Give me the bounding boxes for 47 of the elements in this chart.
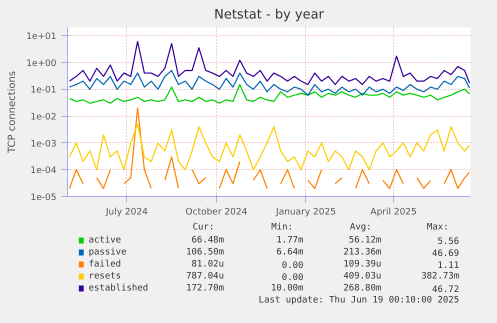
text: 109.39u <box>343 260 382 270</box>
text: 6.64m <box>276 248 304 258</box>
text: 787.04u <box>186 272 224 282</box>
line-series <box>68 124 470 170</box>
text: 172.70m <box>186 284 224 294</box>
text: 10.00m <box>270 284 304 294</box>
text: 409.03u <box>343 272 382 282</box>
text: 1.11 <box>437 261 460 271</box>
text: 46.72 <box>432 285 460 295</box>
x-tick-label: April 2025 <box>370 208 417 218</box>
legend-label: active <box>88 236 122 246</box>
text: 66.48m <box>191 236 224 246</box>
text: Last update: Thu Jun 19 00:10:00 2025 <box>258 296 460 306</box>
y-tick-label: 1e+00 <box>26 58 57 69</box>
text: Cur: <box>192 222 214 232</box>
text: Avg: <box>350 222 372 232</box>
text: 0.00 <box>282 261 304 271</box>
y-tick-label: 1e-01 <box>30 86 57 96</box>
line-series <box>68 40 470 86</box>
y-tick-label: 1e-02 <box>30 112 57 123</box>
x-tick-label: January 2025 <box>275 208 336 218</box>
line-series <box>68 84 470 104</box>
text: Max: <box>426 222 449 232</box>
text: 56.12m <box>348 236 382 246</box>
text: Min: <box>271 222 293 232</box>
text: 106.50m <box>186 248 224 258</box>
text: 81.02u <box>191 260 224 270</box>
text: 268.80m <box>343 284 382 294</box>
y-tick-label: 1e-04 <box>30 166 57 176</box>
text: 382.73m <box>421 272 460 282</box>
x-tick-label: October 2024 <box>186 208 248 218</box>
y-tick-label: 1e-05 <box>30 193 57 203</box>
y-tick-label: 1e+01 <box>26 32 57 42</box>
chart-title: Netstat - by year <box>214 8 325 22</box>
legend-label: failed <box>88 260 122 270</box>
y-axis-title: TCP connections <box>7 70 18 154</box>
legend-label: established <box>88 284 148 294</box>
text: 5.56 <box>437 237 460 247</box>
y-tick-label: 1e-03 <box>30 139 57 150</box>
text: 1.77m <box>276 236 304 246</box>
legend-label: resets <box>88 272 122 282</box>
text: 46.69 <box>432 249 460 259</box>
line-series <box>68 70 470 96</box>
legend-label: passive <box>88 248 127 258</box>
text: 0.00 <box>282 273 304 283</box>
x-tick-label: July 2024 <box>104 208 148 218</box>
text: 213.36m <box>343 248 382 258</box>
